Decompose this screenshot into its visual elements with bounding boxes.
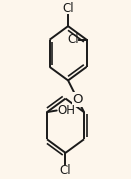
- Text: Cl: Cl: [62, 2, 74, 15]
- Text: Cl: Cl: [67, 33, 79, 46]
- Text: O: O: [72, 93, 83, 106]
- Text: Cl: Cl: [60, 164, 71, 177]
- Text: OH: OH: [57, 104, 75, 117]
